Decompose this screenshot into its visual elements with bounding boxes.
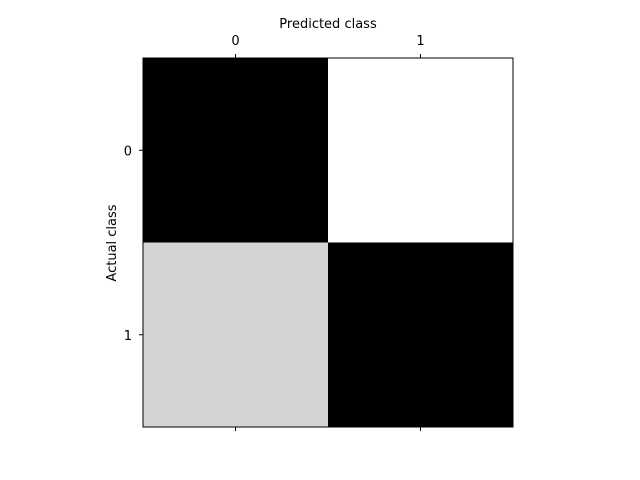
- x-tick-label-0: 0: [231, 34, 239, 49]
- x-axis-label: Predicted class: [279, 17, 377, 32]
- heatmap-cell-actual-0-predicted-1: [328, 58, 514, 243]
- heatmap-cell-actual-1-predicted-0: [143, 243, 329, 428]
- heatmap-cell-actual-1-predicted-1: [328, 243, 514, 428]
- heatmap-cells: [143, 58, 514, 428]
- heatmap-cell-actual-0-predicted-0: [143, 58, 329, 243]
- y-axis-label: Actual class: [105, 204, 120, 281]
- y-tick-label-1: 1: [124, 329, 132, 344]
- y-tick-label-0: 0: [124, 144, 132, 159]
- x-tick-label-1: 1: [416, 34, 424, 49]
